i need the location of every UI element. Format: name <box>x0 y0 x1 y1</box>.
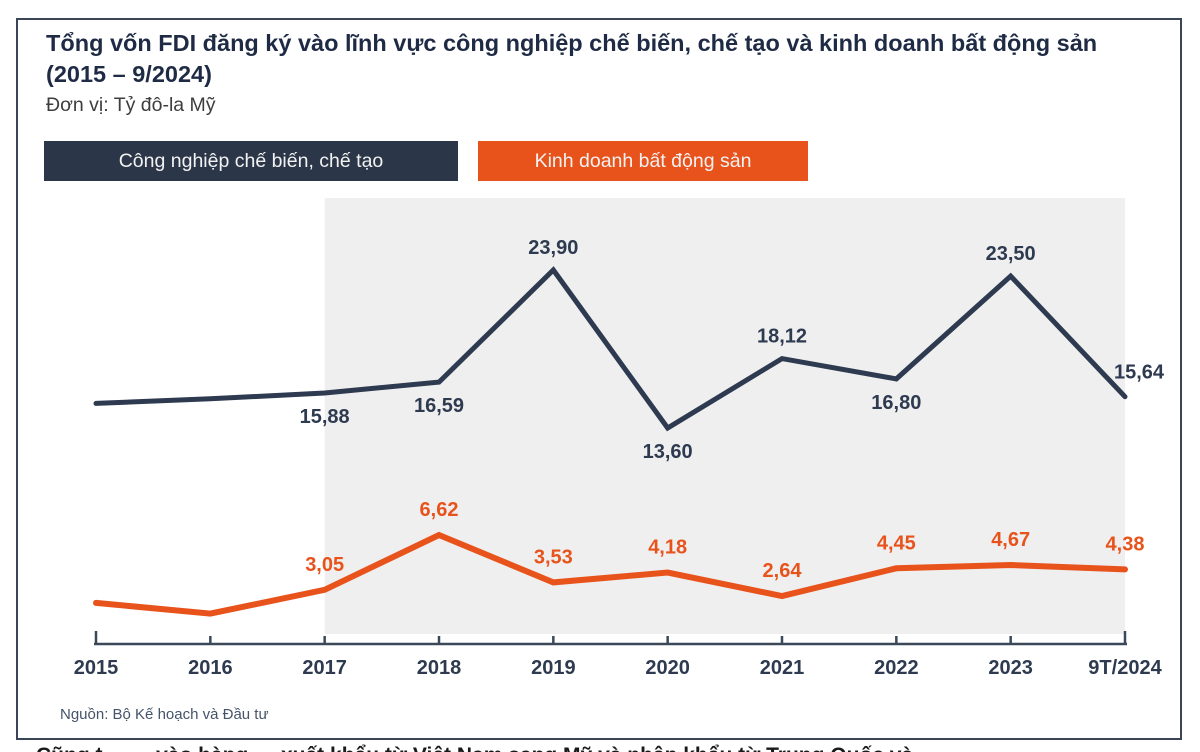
x-tick-label: 2017 <box>302 657 347 679</box>
value-label: 4,18 <box>648 536 687 558</box>
clipped-footer-text: Cũng t… … vào hàng … xuất khẩu từ Việt N… <box>36 742 1186 752</box>
real-estate-line <box>93 531 1128 617</box>
value-label: 13,60 <box>643 441 693 463</box>
value-label: 3,05 <box>305 554 344 576</box>
x-tick-label: 2019 <box>531 657 576 679</box>
x-tick-label: 2018 <box>417 657 462 679</box>
value-label: 23,90 <box>528 237 578 259</box>
value-label: 18,12 <box>757 326 807 348</box>
value-label: 4,45 <box>877 532 916 554</box>
value-label: 16,59 <box>414 395 464 417</box>
legend-label-real-estate: Kinh doanh bất động sản <box>534 150 752 172</box>
value-label: 23,50 <box>986 243 1036 265</box>
source-note: Nguồn: Bộ Kế hoạch và Đầu tư <box>60 706 269 723</box>
legend-label-manufacturing: Công nghiệp chế biến, chế tạo <box>118 150 384 172</box>
value-label: 16,80 <box>871 392 921 414</box>
x-tick-label: 2016 <box>188 657 233 679</box>
x-tick-label: 2015 <box>74 657 119 679</box>
value-label: 4,38 <box>1106 533 1145 555</box>
x-tick-label: 9T/2024 <box>1088 657 1162 679</box>
legend-item-real-estate: Kinh doanh bất động sản <box>478 141 808 181</box>
legend-item-manufacturing: Công nghiệp chế biến, chế tạo <box>44 141 458 181</box>
value-label: 15,64 <box>1114 362 1165 384</box>
x-tick-label: 2022 <box>874 657 919 679</box>
x-tick-label: 2020 <box>645 657 690 679</box>
value-label: 2,64 <box>763 560 803 582</box>
value-label: 4,67 <box>991 529 1030 551</box>
unit-label: Đơn vị: Tỷ đô-la Mỹ <box>46 94 216 116</box>
value-label: 3,53 <box>534 546 573 568</box>
highlight-band <box>324 198 1126 634</box>
x-tick-label: 2023 <box>988 657 1033 679</box>
value-label: 15,88 <box>300 406 350 428</box>
x-tick-label: 2021 <box>760 657 805 679</box>
value-label: 6,62 <box>420 499 459 521</box>
chart-title: Tổng vốn FDI đăng ký vào lĩnh vực công n… <box>46 30 1098 87</box>
manufacturing-line <box>93 266 1128 432</box>
